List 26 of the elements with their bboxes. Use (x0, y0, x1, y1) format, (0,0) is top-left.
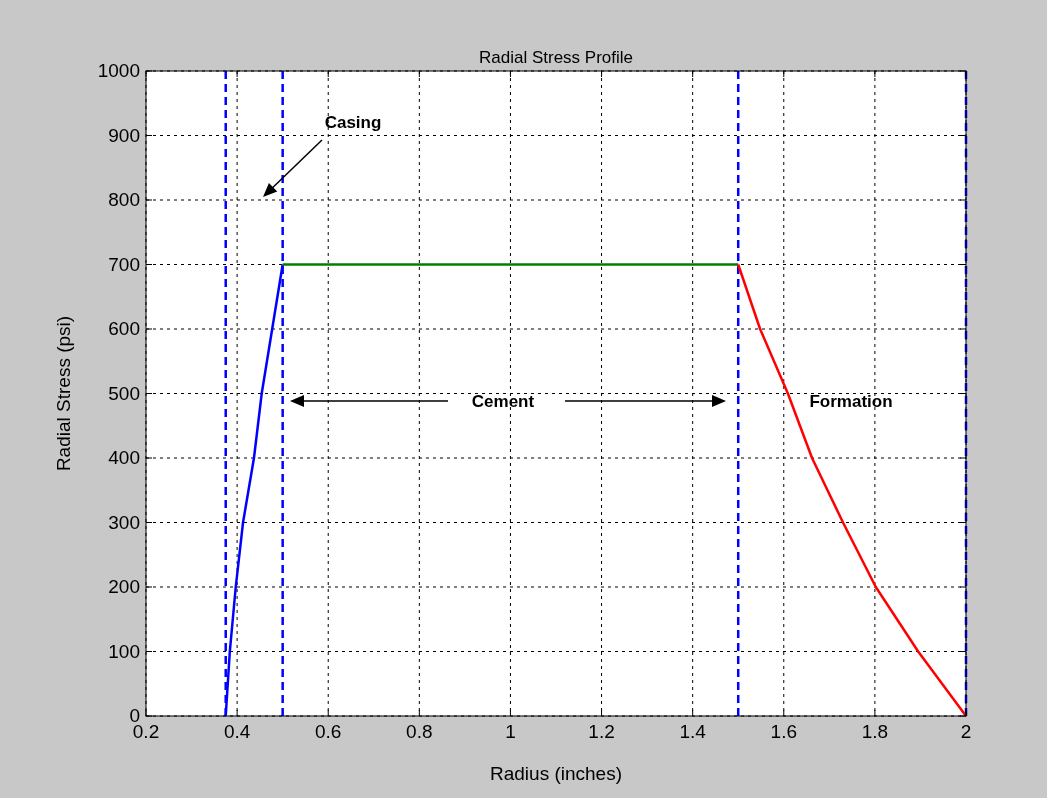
annotation: Casing (324, 113, 382, 132)
y-tick-label: 100 (108, 640, 140, 662)
x-tick-label: 0.4 (223, 721, 251, 742)
x-tick-label: 1 (505, 721, 516, 742)
x-tick-label: 1.4 (679, 721, 707, 742)
annotation: Cement (471, 392, 535, 411)
x-tick-label: 1.2 (588, 721, 615, 742)
line-series (736, 263, 968, 718)
y-tick-label: 300 (108, 511, 140, 533)
y-axis-title: Radial Stress (psi) (53, 315, 74, 472)
y-tick-label: 1000 (97, 60, 140, 81)
x-tick-label: 0.6 (315, 721, 342, 742)
y-tick-label: 700 (108, 253, 140, 275)
x-axis-title: Radius (inches) (490, 763, 622, 784)
y-tick-label: 500 (108, 382, 140, 404)
annotation: Formation (809, 392, 893, 411)
chart-title: Radial Stress Profile (478, 48, 634, 67)
x-tick-label: 2 (960, 721, 972, 742)
y-tick-label: 400 (108, 447, 140, 468)
y-tick-label: 200 (108, 576, 140, 597)
y-tick-label: 900 (108, 124, 140, 146)
y-tick-label: 600 (108, 318, 140, 339)
y-tick-label: 800 (108, 189, 140, 210)
x-tick-label: 1.6 (770, 721, 797, 742)
x-tick-label: 0.8 (406, 721, 433, 742)
x-tick-label: 1.8 (861, 721, 889, 742)
